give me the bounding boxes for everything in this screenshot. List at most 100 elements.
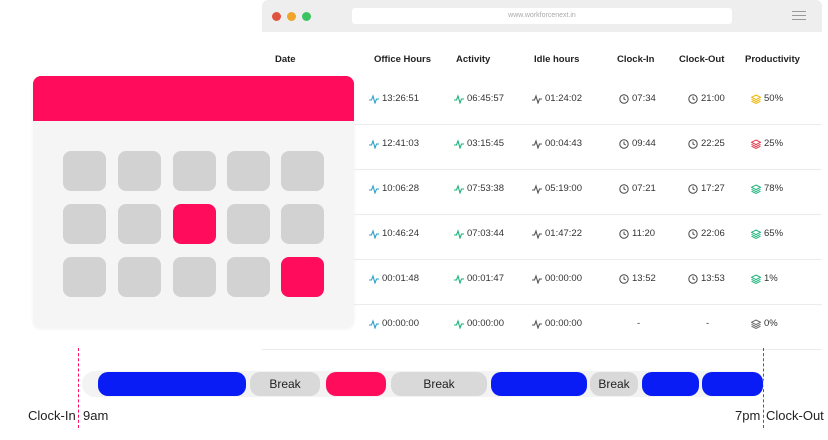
cell-clock-in: 09:44 [619, 138, 656, 149]
calendar-day[interactable] [281, 204, 324, 244]
work-segment [642, 372, 699, 396]
clock-in-marker [78, 348, 79, 428]
cell-value: 09:44 [632, 138, 656, 149]
cell-value: 00:01:47 [467, 273, 504, 284]
pulse-icon [369, 318, 379, 329]
cell-value: 13:53 [701, 273, 725, 284]
cell-clock-in: 07:34 [619, 93, 656, 104]
pulse-icon [532, 228, 542, 239]
work-segment [491, 372, 587, 396]
header-activity: Activity [456, 54, 491, 65]
cell-productivity: 1% [751, 273, 778, 284]
table-row[interactable]: 13:26:51 06:45:57 01:24:02 07:34 21:00 50% [262, 80, 822, 125]
clock-icon [619, 228, 629, 239]
cell-value: 00:00:00 [545, 273, 582, 284]
calendar-day[interactable] [118, 151, 161, 191]
cell-clock-out: - [706, 318, 709, 329]
break-segment: Break [590, 372, 638, 396]
clock-icon [688, 183, 698, 194]
table-row[interactable]: 00:00:00 00:00:00 00:00:00 - - 0% [262, 305, 822, 350]
layers-icon [751, 183, 761, 194]
cell-idle: 01:24:02 [532, 93, 582, 104]
calendar-day[interactable] [227, 257, 270, 297]
calendar-day[interactable] [173, 151, 216, 191]
pulse-icon [454, 138, 464, 149]
menu-icon[interactable] [792, 11, 806, 21]
clock-out-label: Clock-Out [766, 408, 824, 423]
cell-value: - [706, 318, 710, 329]
pulse-icon [369, 138, 379, 149]
cell-value: - [637, 318, 641, 329]
cell-value: 22:06 [701, 228, 725, 239]
clock-icon [688, 228, 698, 239]
clock-in-label: Clock-In [28, 408, 76, 423]
pulse-icon [532, 183, 542, 194]
table-row[interactable]: 12:41:03 03:15:45 00:04:43 09:44 22:25 25% [262, 125, 822, 170]
cell-value: 21:00 [701, 93, 725, 104]
highlight-segment [326, 372, 386, 396]
calendar-day[interactable] [281, 151, 324, 191]
header-idle-hours: Idle hours [534, 54, 580, 65]
cell-activity: 00:00:00 [454, 318, 504, 329]
calendar-day-selected[interactable] [281, 257, 324, 297]
header-clock-in: Clock-In [617, 54, 655, 65]
cell-office: 10:46:24 [369, 228, 419, 239]
pulse-icon [532, 273, 542, 284]
pulse-icon [454, 228, 464, 239]
header-productivity: Productivity [745, 54, 800, 65]
clock-out-marker [763, 348, 764, 428]
cell-value: 00:04:43 [545, 138, 582, 149]
clock-icon [619, 138, 629, 149]
work-segment [98, 372, 246, 396]
calendar-card [33, 76, 354, 328]
cell-value: 17:27 [701, 183, 725, 194]
clock-icon [688, 93, 698, 104]
cell-value: 10:46:24 [382, 228, 419, 239]
calendar-day[interactable] [63, 151, 106, 191]
address-bar[interactable]: www.workforcenext.in [352, 8, 732, 24]
layers-icon [751, 93, 761, 104]
cell-productivity: 25% [751, 138, 783, 149]
cell-idle: 00:04:43 [532, 138, 582, 149]
calendar-day[interactable] [227, 151, 270, 191]
table-row[interactable]: 10:06:28 07:53:38 05:19:00 07:21 17:27 78% [262, 170, 822, 215]
table-row[interactable]: 10:46:24 07:03:44 01:47:22 11:20 22:06 65% [262, 215, 822, 260]
layers-icon [751, 318, 761, 329]
cell-value: 06:45:57 [467, 93, 504, 104]
cell-office: 13:26:51 [369, 93, 419, 104]
clock-icon [619, 273, 629, 284]
layers-icon [751, 273, 761, 284]
layers-icon [751, 138, 761, 149]
cell-clock-in: - [637, 318, 640, 329]
calendar-day[interactable] [173, 257, 216, 297]
calendar-day[interactable] [63, 204, 106, 244]
cell-value: 00:00:00 [382, 318, 419, 329]
cell-value: 78% [764, 183, 784, 194]
close-window-icon[interactable] [272, 12, 281, 21]
minimize-window-icon[interactable] [287, 12, 296, 21]
cell-value: 00:01:48 [382, 273, 419, 284]
cell-clock-in: 07:21 [619, 183, 656, 194]
break-segment: Break [391, 372, 487, 396]
cell-value: 07:53:38 [467, 183, 504, 194]
clock-icon [619, 93, 629, 104]
calendar-day[interactable] [118, 204, 161, 244]
cell-value: 13:26:51 [382, 93, 419, 104]
calendar-day-selected[interactable] [173, 204, 216, 244]
calendar-day[interactable] [63, 257, 106, 297]
cell-value: 13:52 [632, 273, 656, 284]
pulse-icon [532, 138, 542, 149]
maximize-window-icon[interactable] [302, 12, 311, 21]
layers-icon [751, 228, 761, 239]
calendar-day[interactable] [118, 257, 161, 297]
pulse-icon [454, 183, 464, 194]
table-row[interactable]: 00:01:48 00:01:47 00:00:00 13:52 13:53 1% [262, 260, 822, 305]
cell-value: 03:15:45 [467, 138, 504, 149]
cell-office: 00:01:48 [369, 273, 419, 284]
pulse-icon [532, 93, 542, 104]
cell-value: 25% [764, 138, 784, 149]
calendar-day[interactable] [227, 204, 270, 244]
work-segment [702, 372, 763, 396]
browser-titlebar: www.workforcenext.in [262, 0, 822, 32]
cell-value: 01:24:02 [545, 93, 582, 104]
